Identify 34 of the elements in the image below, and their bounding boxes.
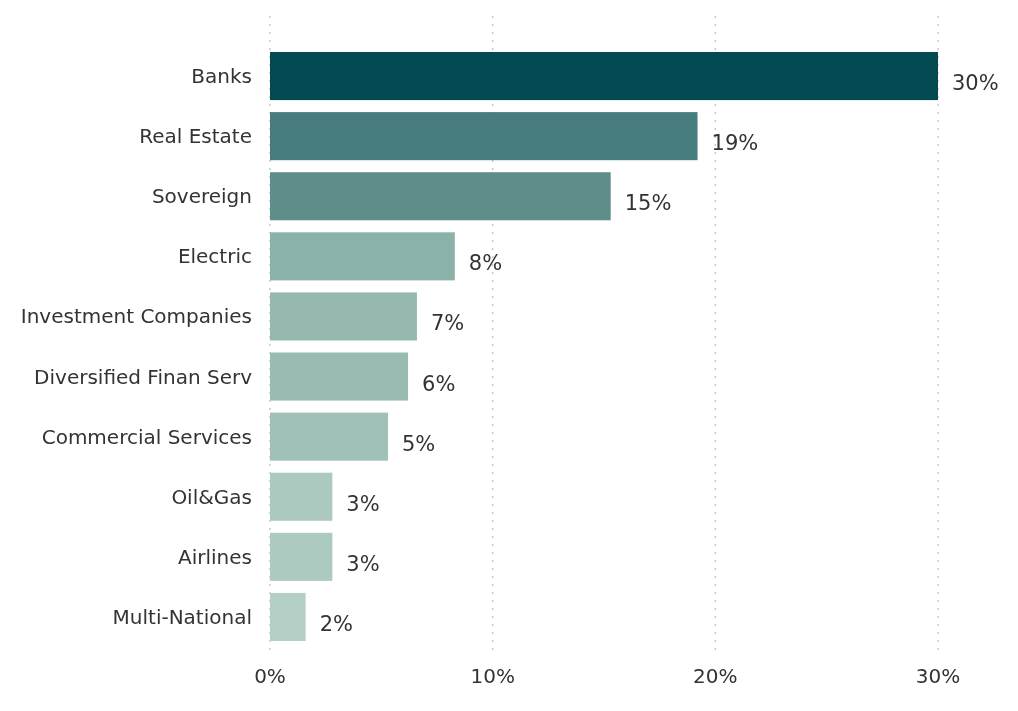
y-tick-label: Investment Companies xyxy=(20,304,252,329)
data-label: 7% xyxy=(430,311,465,336)
y-tick-label: Banks xyxy=(191,64,252,89)
bar xyxy=(270,352,409,401)
data-label: 15% xyxy=(624,191,672,216)
bar xyxy=(270,232,455,281)
y-tick-label: Airlines xyxy=(178,544,252,569)
data-label: 8% xyxy=(468,251,503,276)
x-tick-label: 10% xyxy=(470,664,515,688)
data-label: 19% xyxy=(711,131,759,156)
data-label: 3% xyxy=(346,491,380,516)
y-tick-label: Sovereign xyxy=(151,184,252,209)
bar xyxy=(270,52,938,101)
data-label: 2% xyxy=(319,611,353,636)
x-tick-label: 20% xyxy=(693,664,738,688)
y-tick-label: Diversified Finan Serv xyxy=(34,364,253,389)
bar xyxy=(270,472,333,521)
x-tick-label: 0% xyxy=(254,664,286,688)
bar xyxy=(270,592,306,641)
y-tick-label: Oil&Gas xyxy=(171,484,252,509)
bar xyxy=(270,412,389,461)
data-label: 30% xyxy=(952,71,999,96)
bar xyxy=(270,532,333,581)
y-tick-label: Electric xyxy=(177,244,252,269)
y-tick-label: Commercial Services xyxy=(41,424,252,449)
data-label: 5% xyxy=(402,431,436,456)
bar xyxy=(270,112,698,161)
data-label: 6% xyxy=(422,371,456,396)
x-tick-label: 30% xyxy=(915,664,961,688)
bar xyxy=(270,172,611,221)
bar xyxy=(270,292,417,341)
data-label: 3% xyxy=(346,551,380,576)
y-tick-label: Multi-National xyxy=(112,604,252,629)
y-tick-label: Real Estate xyxy=(139,124,252,149)
